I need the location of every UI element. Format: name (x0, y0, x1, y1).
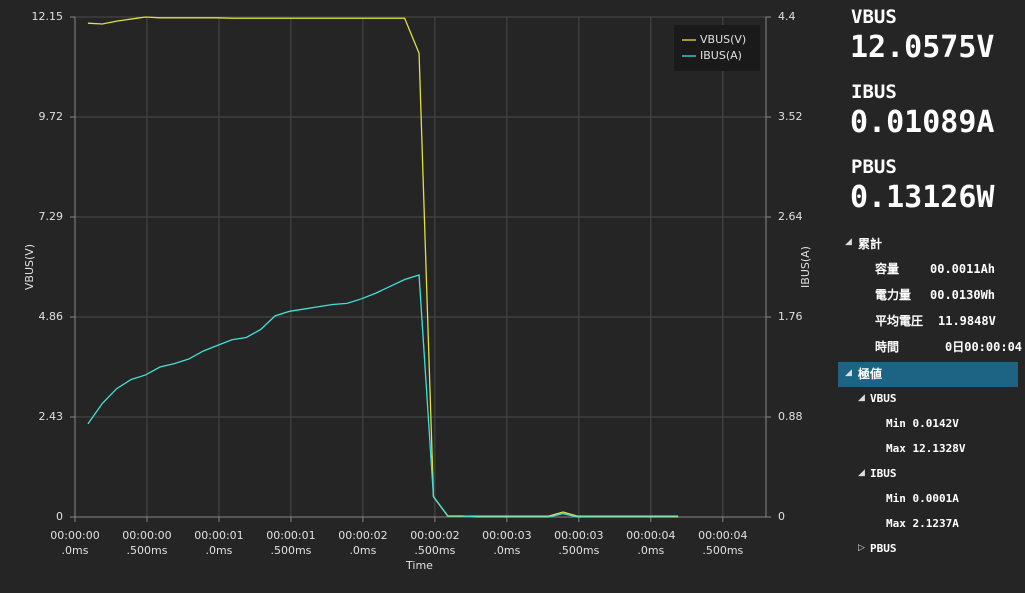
x-tick-label: 00:00:02 (410, 529, 459, 542)
legend-box (674, 25, 760, 71)
tree-item-value: 00.0011Ah (930, 262, 996, 276)
y2-tick-label: 3.52 (778, 110, 803, 123)
tree-item-label: 容量 (875, 262, 900, 276)
x-tick-label: 00:00:01 (266, 529, 315, 542)
tree-node: 累計 (858, 237, 883, 251)
tree-item-value: 0日00:00:04 (945, 340, 1023, 354)
tree-node: 極値 (858, 367, 883, 381)
toggle-icon[interactable]: ◢ (845, 368, 852, 378)
toggle-icon[interactable]: ◢ (845, 237, 852, 247)
toggle-icon[interactable]: ▷ (858, 543, 865, 553)
x-tick-label: .0ms (349, 544, 376, 557)
tree-item: Max 2.1237A (886, 517, 959, 530)
tree-item-value: 00.0130Wh (930, 288, 996, 302)
x-tick-label: .500ms (127, 544, 168, 557)
x-tick-label: .0ms (205, 544, 232, 557)
x-tick-label: 00:00:04 (626, 529, 675, 542)
tree-item: Min 0.0142V (886, 417, 959, 430)
x-tick-label: .500ms (270, 544, 311, 557)
chart: 0 2.43 4.86 7.29 9.72 12.15 0 0.88 1.76 2.64 3.52 4… (23, 10, 812, 572)
x-tick-label: 00:00:00 (50, 529, 99, 542)
x-tick-label: .0ms (62, 544, 89, 557)
series-line (87, 274, 679, 518)
x-tick-label: 00:00:02 (338, 529, 387, 542)
y-tick-label: 2.43 (39, 410, 64, 423)
x-tick-label: 00:00:03 (482, 529, 531, 542)
side-panel: VBUS 12.0575V IBUS 0.01089A PBUS 0.13126W ◢ 累計容… (838, 0, 1025, 593)
tree-node: IBUS (870, 467, 897, 480)
reading-label: PBUS (851, 156, 897, 178)
tree-node: VBUS (870, 392, 897, 405)
tree-item-label: 時間 (875, 340, 900, 354)
series-line (87, 16, 679, 517)
legend-label: VBUS(V) (700, 33, 746, 46)
x-axis-label: Time (405, 559, 433, 572)
reading-label: VBUS (851, 6, 897, 28)
x-tick-label: .0ms (493, 544, 520, 557)
reading-value: 0.01089A (850, 105, 995, 140)
tree-item: Max 12.1328V (886, 442, 966, 455)
toggle-icon[interactable]: ◢ (858, 393, 865, 403)
y2-tick-label: 0 (778, 510, 785, 523)
tree-node: PBUS (870, 542, 897, 555)
y-tick-label: 4.86 (39, 310, 64, 323)
tree-item-label: 平均電圧 (875, 314, 924, 328)
x-tick-label: .500ms (702, 544, 743, 557)
y2-axis-label: IBUS(A) (799, 246, 812, 288)
y-tick-label: 12.15 (32, 10, 64, 23)
legend-label: IBUS(A) (700, 49, 742, 62)
tree-node-selected[interactable] (838, 362, 1018, 387)
tree-item-value: 11.9848V (938, 314, 996, 328)
y2-tick-label: 4.4 (778, 10, 796, 23)
y2-tick-label: 0.88 (778, 410, 803, 423)
x-tick-label: 00:00:03 (554, 529, 603, 542)
reading-value: 0.13126W (850, 180, 995, 215)
toggle-icon[interactable]: ◢ (858, 468, 865, 478)
tree-item: Min 0.0001A (886, 492, 959, 505)
y-tick-label: 0 (56, 510, 63, 523)
x-tick-label: .500ms (558, 544, 599, 557)
reading-label: IBUS (851, 81, 897, 103)
reading-value: 12.0575V (850, 30, 995, 65)
x-tick-label: .0ms (637, 544, 664, 557)
y-axis-label: VBUS(V) (23, 244, 36, 290)
x-tick-label: 00:00:01 (194, 529, 243, 542)
y2-tick-label: 1.76 (778, 310, 803, 323)
x-tick-label: 00:00:00 (122, 529, 171, 542)
x-tick-label: .500ms (414, 544, 455, 557)
y-tick-label: 7.29 (39, 210, 64, 223)
x-tick-label: 00:00:04 (698, 529, 747, 542)
tree-item-label: 電力量 (875, 288, 912, 302)
y-tick-label: 9.72 (39, 110, 64, 123)
y2-tick-label: 2.64 (778, 210, 803, 223)
legend: VBUS(V) IBUS(A) (674, 25, 760, 71)
